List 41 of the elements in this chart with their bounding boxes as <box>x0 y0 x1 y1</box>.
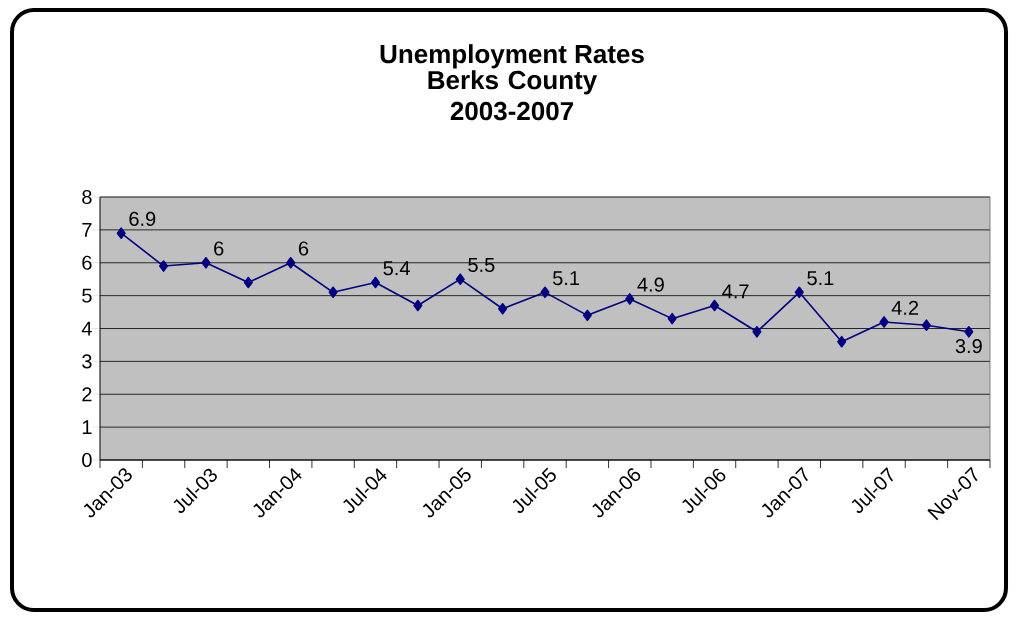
point <box>243 276 253 289</box>
data-label: 4.2 <box>891 300 919 315</box>
y-tick-label: 0 <box>82 452 92 468</box>
point <box>328 286 338 299</box>
chart-subtitle: Berks County 2003-2007 <box>428 70 598 121</box>
point <box>201 256 211 269</box>
data-label: 3.9 <box>955 339 982 354</box>
y-tick-label: 5 <box>82 288 92 303</box>
point <box>667 312 677 325</box>
data-label: 6 <box>214 241 224 256</box>
point <box>964 325 974 338</box>
point <box>921 319 931 332</box>
point <box>286 256 296 269</box>
chart-title: Unemployment Rates <box>380 44 644 69</box>
point <box>413 299 423 312</box>
data-label: 6.9 <box>129 211 156 226</box>
point <box>837 335 847 348</box>
point <box>709 299 720 312</box>
point <box>370 276 381 289</box>
point <box>879 316 889 328</box>
data-label: 4.9 <box>637 277 664 292</box>
point <box>540 286 550 299</box>
data-label: 5.1 <box>553 271 580 286</box>
y-tick-label: 4 <box>81 321 92 336</box>
point <box>794 286 804 299</box>
y-tick-label: 8 <box>82 189 92 205</box>
y-tick-label: 7 <box>82 223 92 237</box>
point <box>116 227 126 239</box>
point <box>498 302 508 315</box>
y-tick-label: 3 <box>82 354 92 369</box>
y-tick-label: 2 <box>82 387 92 402</box>
point <box>752 325 762 338</box>
point <box>582 309 592 322</box>
data-label: 5.4 <box>383 261 410 276</box>
y-tick-label: 1 <box>82 420 92 435</box>
data-label: 6 <box>298 241 309 256</box>
point <box>625 293 635 305</box>
y-tick-label: 6 <box>82 255 92 270</box>
data-label: 5.1 <box>807 271 834 286</box>
point <box>455 273 465 285</box>
point <box>159 260 169 272</box>
